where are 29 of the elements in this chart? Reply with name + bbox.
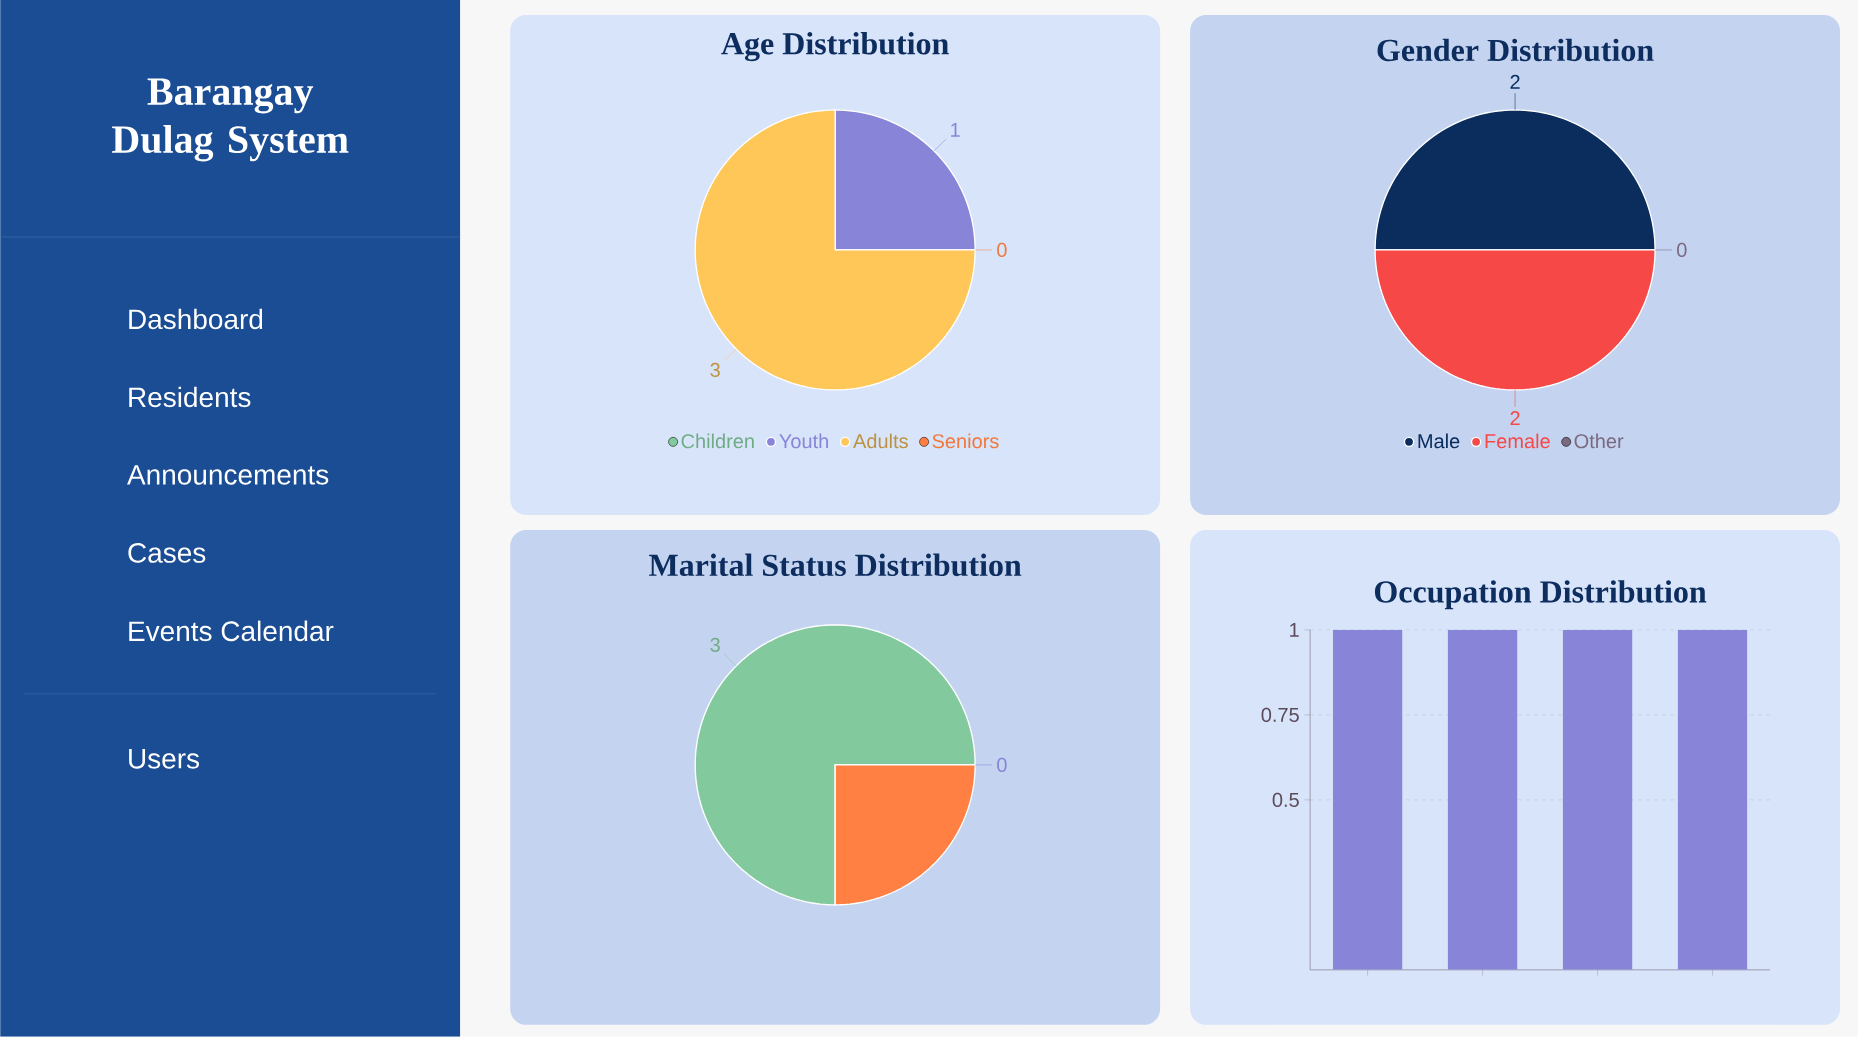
text: Barangay Dulag System <box>112 78 349 162</box>
text: 0 <box>997 757 1007 773</box>
y-tick-label: 0.75 <box>1261 707 1299 723</box>
y-tick-label: 1 <box>1290 623 1299 637</box>
text: Users <box>129 749 200 769</box>
legend-label: Female <box>1485 433 1550 449</box>
chart-title: Gender Distribution <box>1377 38 1654 62</box>
legend-label: Youth <box>779 433 828 449</box>
chart-title: Age Distribution <box>721 32 949 62</box>
text: Announcements <box>127 465 329 485</box>
legend-label: Male <box>1418 433 1460 449</box>
text: Residents <box>129 386 251 408</box>
legend-label: Other <box>1574 433 1624 449</box>
legend-label: Adults <box>853 433 908 449</box>
legend-label: Seniors <box>932 433 999 449</box>
y-tick-label: 0.5 <box>1272 792 1299 808</box>
text: 0 <box>1677 242 1687 258</box>
data-label: 1 <box>951 123 960 137</box>
legend-label: Children <box>681 433 754 449</box>
data-label: 3 <box>710 637 720 653</box>
text: Events Calendar <box>129 620 334 642</box>
data-label: 2 <box>1510 411 1520 426</box>
chart-title: Marital Status Distribution <box>649 553 1022 577</box>
text: 0 <box>997 242 1007 258</box>
text: Dashboard <box>129 308 263 330</box>
chart-title: Occupation Distribution <box>1374 580 1707 610</box>
text: Cases <box>128 543 206 563</box>
data-label: 2 <box>1510 74 1520 89</box>
data-label: 3 <box>710 362 720 378</box>
